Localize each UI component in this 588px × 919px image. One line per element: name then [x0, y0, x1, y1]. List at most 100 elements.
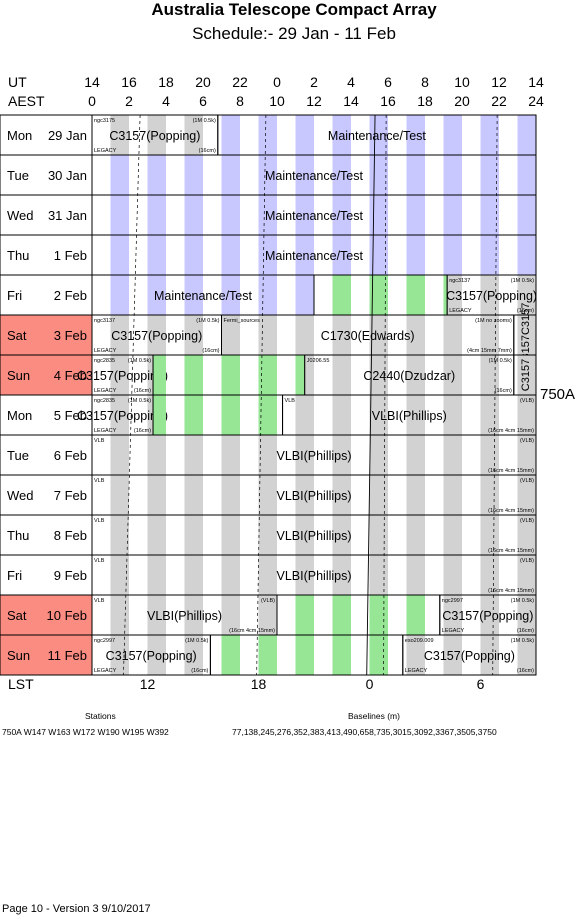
- time-stripe: [480, 155, 499, 195]
- day-label-cell: Thu 1 Feb: [0, 235, 92, 275]
- time-stripe: [406, 355, 425, 395]
- block-band: (16cm 4cm 15mm): [229, 628, 275, 634]
- time-stripe: [443, 515, 462, 555]
- block-project: LEGACY: [94, 388, 117, 394]
- block-source: VLB: [285, 398, 296, 404]
- page-subtitle: Schedule:- 29 Jan - 11 Feb: [192, 24, 396, 43]
- time-stripe: [517, 275, 536, 315]
- day-name: Fri: [7, 288, 23, 303]
- time-stripe: [147, 235, 166, 275]
- block-source: eso209.009: [405, 638, 434, 644]
- time-stripe: [406, 595, 425, 635]
- block-project: LEGACY: [94, 428, 117, 434]
- time-stripe: [147, 515, 166, 555]
- time-stripe: [147, 555, 166, 595]
- block-source: ngc3137: [94, 318, 115, 324]
- block-band: (16cm): [517, 308, 534, 314]
- block-band: (16cm): [517, 668, 534, 674]
- block-mode: (VLB): [261, 598, 275, 604]
- day-name: Wed: [7, 488, 34, 503]
- lst-tick: 6: [476, 676, 485, 692]
- aest-tick: 16: [380, 93, 396, 109]
- aest-tick: 4: [162, 93, 170, 109]
- block-mode: (1M 0.5k): [511, 638, 534, 644]
- time-stripe: [258, 115, 277, 155]
- ut-tick: 20: [195, 74, 211, 90]
- lst-tick: 0: [365, 676, 374, 692]
- time-stripe: [184, 355, 203, 395]
- block-label: C3157(Popping): [446, 289, 537, 303]
- time-stripe: [517, 595, 536, 635]
- time-stripe: [517, 355, 536, 395]
- time-stripe: [406, 635, 425, 675]
- time-stripe: [258, 555, 277, 595]
- aest-axis-label: AEST: [8, 93, 45, 109]
- time-stripe: [332, 395, 351, 435]
- time-stripe: [304, 355, 314, 395]
- time-stripe: [184, 515, 203, 555]
- time-stripe: [110, 515, 129, 555]
- time-stripe: [406, 195, 425, 235]
- ut-tick: 10: [454, 74, 470, 90]
- time-stripe: [406, 115, 425, 155]
- block-mode: (1M 0.5k): [128, 398, 151, 404]
- time-stripe: [258, 355, 277, 395]
- time-stripe: [295, 595, 314, 635]
- day-date: 2 Feb: [53, 288, 87, 303]
- day-date: 11 Feb: [47, 648, 87, 663]
- day-date: 9 Feb: [53, 568, 87, 583]
- time-stripe: [110, 555, 129, 595]
- block-label: Maintenance/Test: [265, 249, 364, 263]
- time-stripe: [480, 515, 499, 555]
- lst-axis-label: LST: [8, 676, 34, 692]
- time-stripe: [221, 355, 240, 395]
- time-stripe: [369, 355, 388, 395]
- time-stripe: [110, 355, 129, 395]
- time-stripe: [517, 635, 536, 675]
- time-stripe: [406, 555, 425, 595]
- time-stripe: [517, 515, 536, 555]
- time-stripe: [480, 555, 499, 595]
- block-band: (16cm 4cm 15mm): [488, 428, 534, 434]
- block-label: VLBI(Phillips): [276, 449, 351, 463]
- block-source: VLB: [94, 478, 105, 484]
- block-band: (4cm 15mm 7mm): [467, 348, 512, 354]
- time-stripe: [258, 315, 277, 355]
- block-label: C3157(Popping): [424, 649, 515, 663]
- block-mode: (VLB): [520, 438, 534, 444]
- time-stripe: [443, 115, 462, 155]
- day-name: Fri: [7, 568, 23, 583]
- ut-tick: 22: [232, 74, 248, 90]
- aest-tick: 8: [236, 93, 244, 109]
- day-date: 5 Feb: [53, 408, 87, 423]
- time-stripe: [110, 235, 129, 275]
- time-stripe: [406, 235, 425, 275]
- time-stripe: [480, 315, 499, 355]
- day-date: 10 Feb: [46, 608, 87, 623]
- block-mode: (1M 0.5k): [185, 638, 208, 644]
- day-date: 31 Jan: [47, 208, 87, 223]
- block-label: Maintenance/Test: [328, 129, 427, 143]
- time-stripe: [221, 115, 240, 155]
- time-stripe: [406, 475, 425, 515]
- block-label: C3157(Popping): [77, 409, 168, 423]
- time-stripe: [517, 475, 536, 515]
- ut-tick: 6: [384, 74, 392, 90]
- time-stripe: [369, 595, 388, 635]
- block-band: (16cm): [134, 428, 151, 434]
- time-stripe: [517, 395, 536, 435]
- time-stripe: [295, 635, 314, 675]
- block-project: LEGACY: [94, 348, 117, 354]
- time-stripe: [184, 475, 203, 515]
- time-stripe: [295, 315, 314, 355]
- time-stripe: [332, 115, 351, 155]
- ut-tick: 12: [491, 74, 507, 90]
- time-stripe: [147, 475, 166, 515]
- ut-tick: 2: [310, 74, 318, 90]
- time-stripe: [221, 155, 240, 195]
- time-stripe: [258, 195, 277, 235]
- time-stripe: [221, 315, 240, 355]
- day-name: Mon: [7, 408, 33, 423]
- time-stripe: [480, 275, 499, 315]
- time-stripe: [332, 235, 351, 275]
